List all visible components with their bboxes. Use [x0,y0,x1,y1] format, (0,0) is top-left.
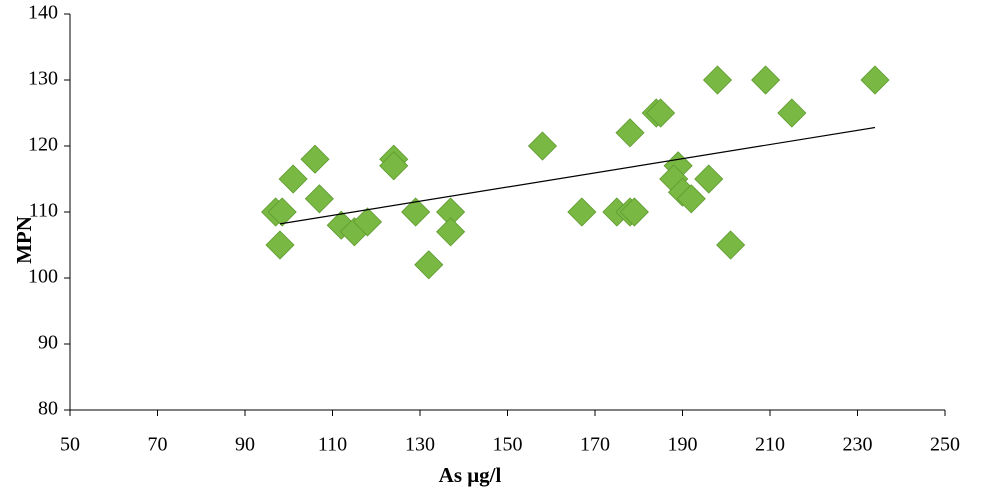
point [567,197,597,227]
y-tick-label: 130 [28,68,58,90]
x-tick-label: 150 [493,434,523,456]
point [278,164,308,194]
x-tick-label: 190 [668,434,698,456]
point [646,98,676,128]
x-tick-label: 110 [318,434,347,456]
point [619,197,649,227]
point [860,65,890,95]
x-tick-label: 170 [580,434,610,456]
point [414,250,444,280]
point [379,151,409,181]
x-axis-title: As μg/l [439,463,502,487]
point [694,164,724,194]
point [527,131,558,161]
point [615,118,645,148]
point [777,98,807,128]
y-axis-title: MPN [12,216,36,264]
point [300,144,330,174]
x-tick-label: 90 [235,434,255,456]
trendline [279,126,876,225]
x-tick-label: 250 [930,434,960,456]
x-tick-label: 210 [755,434,785,456]
point [702,65,733,95]
point [676,184,706,214]
point [716,230,746,260]
point [401,197,431,227]
point [267,197,297,227]
x-tick-label: 50 [60,434,80,456]
y-tick-label: 120 [28,134,58,156]
point [352,207,383,237]
point [436,217,466,247]
x-tick-label: 230 [843,434,873,456]
x-tick-label: 130 [405,434,435,456]
x-tick-label: 70 [148,434,168,456]
point [265,230,295,260]
y-tick-label: 80 [38,398,58,420]
point [751,65,781,95]
y-tick-label: 140 [28,2,58,24]
y-tick-label: 90 [38,332,58,354]
point [304,184,334,214]
y-tick-label: 100 [28,266,58,288]
y-tick-label: 110 [29,200,58,222]
